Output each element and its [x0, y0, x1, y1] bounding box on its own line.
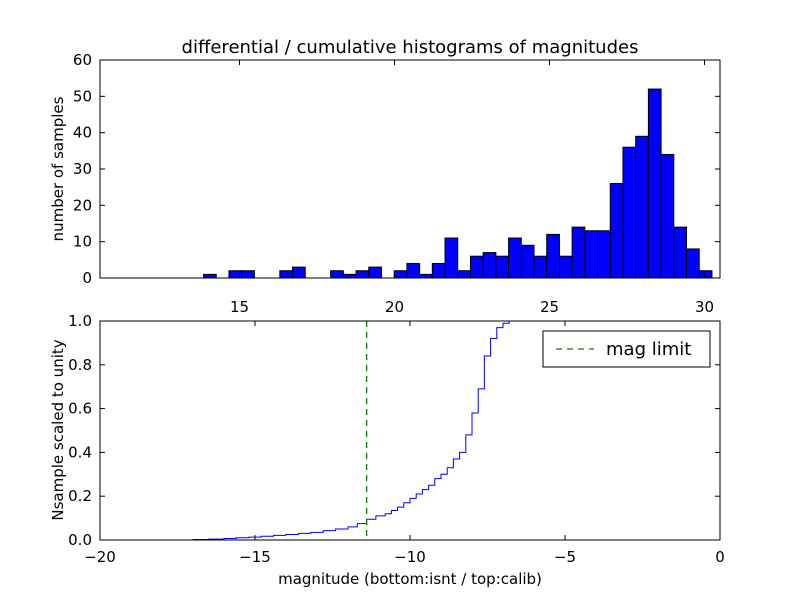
- histogram-bar: [558, 255, 573, 279]
- top-histogram-panel: 0 10 20 30 40 50 60 15 20 25 30 number of samples: [49, 51, 721, 316]
- histogram-bar: [520, 244, 535, 279]
- y-tick-label: 0.2: [68, 487, 92, 505]
- histogram-bar: [508, 237, 522, 279]
- top-x-ticks: 15 20 25 30: [230, 60, 714, 316]
- bottom-y-ticks: 0.0 0.2 0.4 0.6 0.8 1.0: [68, 312, 720, 549]
- x-tick-label: −15: [239, 548, 271, 566]
- y-tick-label: 50: [73, 87, 92, 105]
- histogram-bar: [597, 230, 611, 279]
- x-tick-label: −5: [554, 548, 576, 566]
- x-tick-label: 20: [385, 298, 404, 316]
- bottom-x-axis-label: magnitude (bottom:isnt / top:calib): [278, 570, 542, 588]
- y-tick-label: 0.4: [68, 443, 92, 461]
- histogram-bar: [457, 270, 471, 279]
- histogram-bar: [330, 270, 344, 279]
- histogram-bar: [203, 273, 217, 279]
- y-tick-label: 30: [73, 160, 92, 178]
- histogram-bar: [647, 88, 662, 279]
- histogram-bar: [660, 153, 675, 279]
- chart-title: differential / cumulative histograms of …: [182, 37, 639, 58]
- y-tick-label: 0: [82, 269, 92, 287]
- x-tick-label: 15: [230, 298, 249, 316]
- histogram-bar: [584, 230, 599, 279]
- x-tick-label: 25: [540, 298, 559, 316]
- y-tick-label: 1.0: [68, 312, 92, 330]
- histogram-bar: [342, 273, 357, 279]
- histogram-bar: [406, 262, 421, 279]
- top-y-axis-label: number of samples: [49, 96, 67, 241]
- histogram-bar: [533, 255, 548, 279]
- y-tick-label: 60: [73, 51, 92, 69]
- y-tick-label: 10: [73, 233, 92, 251]
- histogram-bar: [546, 233, 560, 279]
- x-tick-label: 30: [695, 298, 714, 316]
- histogram-bar: [292, 266, 306, 279]
- histogram-bar: [673, 226, 688, 279]
- histogram-bars: [203, 88, 713, 279]
- histogram-bar: [444, 237, 459, 279]
- cumulative-step-line: [100, 320, 720, 541]
- top-axes-frame: [99, 59, 721, 279]
- bottom-cumulative-panel: 0.0 0.2 0.4 0.6 0.8 1.0 −20 −15 −10 −5 0 Nsample …: [49, 312, 725, 588]
- bottom-axes-frame: [99, 320, 721, 541]
- histogram-bar: [393, 270, 408, 279]
- histogram-bar: [241, 270, 255, 279]
- x-tick-label: 0: [715, 548, 725, 566]
- histogram-bar: [355, 270, 370, 279]
- histogram-bar: [571, 226, 586, 279]
- histogram-bar: [279, 270, 294, 279]
- histogram-bar: [635, 135, 649, 279]
- histogram-bar: [609, 183, 624, 279]
- y-tick-label: 0.8: [68, 356, 92, 374]
- y-tick-label: 20: [73, 196, 92, 214]
- x-tick-label: −20: [84, 548, 116, 566]
- y-tick-label: 40: [73, 124, 92, 142]
- x-tick-label: −10: [394, 548, 426, 566]
- legend: mag limit: [542, 330, 711, 368]
- histogram-bar: [419, 273, 433, 279]
- histogram-bar: [495, 255, 510, 279]
- y-tick-label: 0.6: [68, 400, 92, 418]
- histogram-bar: [622, 146, 637, 279]
- histogram-bar: [482, 252, 497, 279]
- histogram-bar: [686, 248, 700, 279]
- bottom-x-ticks: −20 −15 −10 −5 0: [84, 321, 725, 566]
- y-tick-label: 0.0: [68, 531, 92, 549]
- histogram-bar: [698, 270, 713, 279]
- bottom-y-axis-label: Nsample scaled to unity: [49, 339, 67, 520]
- histogram-bar: [431, 262, 446, 279]
- histogram-bar: [469, 255, 484, 279]
- legend-mag-limit-label: mag limit: [606, 339, 691, 360]
- histogram-bar: [368, 266, 382, 279]
